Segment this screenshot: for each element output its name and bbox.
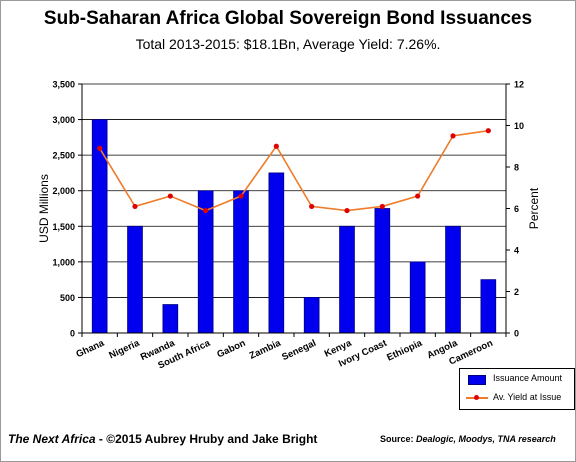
legend-marker-swatch <box>474 395 479 400</box>
x-tick-label: Zambia <box>248 337 283 361</box>
y2-tick-label: 0 <box>514 329 519 339</box>
x-tick-label: Nigeria <box>107 337 141 361</box>
yield-point-senegal <box>309 203 315 210</box>
y2-tick-label: 12 <box>514 80 524 90</box>
y-tick-label: 1,500 <box>52 222 75 232</box>
bar-gabon <box>233 190 249 334</box>
y-tick-label: 3,500 <box>52 80 75 90</box>
legend-bar-swatch <box>468 375 486 385</box>
footer-source: Source: Dealogic, Moodys, TNA research <box>380 434 556 444</box>
y-tick-label: 3,000 <box>52 115 75 125</box>
bar-kenya <box>339 225 355 334</box>
footer-source-label: Source: <box>380 434 417 444</box>
gridlines <box>82 83 506 298</box>
y-tick-label: 2,500 <box>52 151 75 161</box>
y2-axis-label: Percent <box>527 187 541 229</box>
bar-ghana <box>91 119 108 334</box>
yield-point-south-africa <box>203 207 209 214</box>
bar-ivory-coast <box>374 208 391 334</box>
chart-title: Sub-Saharan Africa Global Sovereign Bond… <box>43 8 533 29</box>
yield-line-series <box>97 128 491 214</box>
bar-zambia <box>268 172 285 334</box>
footer-source-list: Dealogic, Moodys, TNA research <box>416 434 556 444</box>
bar-cameroon <box>480 279 497 334</box>
y2-tick-label: 6 <box>514 204 519 214</box>
y-tick-label: 500 <box>60 293 75 303</box>
x-tick-label: Senegal <box>280 338 318 363</box>
yield-point-nigeria <box>132 203 138 210</box>
y2-tick-label: 8 <box>514 163 519 173</box>
chart-subtitle: Total 2013-2015: $18.1Bn, Average Yield:… <box>135 36 441 52</box>
legend: Issuance Amount Av. Yield at Issue <box>459 368 575 410</box>
bar-nigeria <box>127 225 143 334</box>
bar-rwanda <box>162 304 179 334</box>
y2-tick-label: 2 <box>514 287 519 297</box>
yield-point-angola <box>450 133 456 139</box>
legend-item-issuance: Issuance Amount <box>460 370 574 388</box>
yield-point-rwanda <box>167 193 173 199</box>
y-axis-label: USD Millions <box>37 174 51 243</box>
footer-credit-brand: The Next Africa <box>8 432 96 446</box>
y2-tick-label: 4 <box>514 246 519 256</box>
footer-credit: The Next Africa - ©2015 Aubrey Hruby and… <box>8 432 317 446</box>
yield-point-zambia <box>273 143 279 149</box>
y2-tick-label: 10 <box>514 121 524 131</box>
legend-label-yield: Av. Yield at Issue <box>493 392 562 402</box>
axis-labels: 0 500 1,000 1,500 2,000 2,500 3,000 3,500 0 2 4 6 8 1… <box>37 80 541 372</box>
yield-line <box>98 129 489 212</box>
y-tick-label: 1,000 <box>52 257 75 267</box>
x-tick-label: Ghana <box>74 337 106 360</box>
legend-item-yield: Av. Yield at Issue <box>460 389 574 407</box>
axes <box>78 83 510 337</box>
bar-angola <box>445 225 461 334</box>
yield-point-ethiopia <box>415 193 421 199</box>
yield-point-cameroon <box>485 128 491 134</box>
yield-point-ivory-coast <box>379 203 385 210</box>
bar-ethiopia <box>409 261 426 334</box>
x-tick-label: Gabon <box>215 338 247 361</box>
yield-point-ghana <box>97 145 103 151</box>
yield-point-gabon <box>238 193 244 199</box>
y-tick-label: 2,000 <box>52 186 75 196</box>
bar-series <box>91 119 497 334</box>
y-tick-label: 0 <box>70 329 75 339</box>
legend-label-issuance: Issuance Amount <box>493 373 563 383</box>
x-tick-label: Ethiopia <box>385 337 424 363</box>
footer-credit-authors: - ©2015 Aubrey Hruby and Jake Bright <box>95 432 318 446</box>
bar-senegal <box>303 297 320 334</box>
yield-point-kenya <box>344 207 350 214</box>
